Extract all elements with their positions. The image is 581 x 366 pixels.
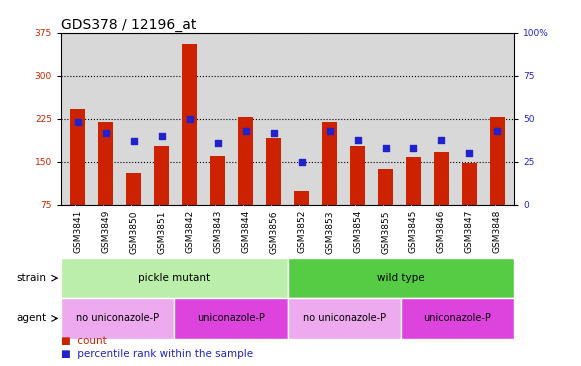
Bar	[154, 146, 170, 205]
Text: ■  percentile rank within the sample: ■ percentile rank within the sample	[61, 350, 253, 359]
Bar	[401, 298, 514, 339]
Bar	[322, 122, 337, 205]
Point	[157, 133, 166, 139]
Text: uniconazole-P: uniconazole-P	[424, 313, 492, 324]
Point	[101, 130, 110, 136]
Text: GSM3841: GSM3841	[73, 210, 83, 254]
Text: GSM3855: GSM3855	[381, 210, 390, 254]
Text: GSM3845: GSM3845	[409, 210, 418, 254]
Text: strain: strain	[17, 273, 47, 283]
Bar	[294, 191, 309, 205]
Bar	[266, 138, 281, 205]
Text: GSM3854: GSM3854	[353, 210, 362, 254]
Text: no uniconazole-P: no uniconazole-P	[76, 313, 159, 324]
Point	[241, 128, 250, 134]
Point	[73, 119, 83, 125]
Point	[269, 130, 278, 136]
Bar	[288, 258, 514, 298]
Point	[437, 137, 446, 142]
Text: GSM3843: GSM3843	[213, 210, 222, 254]
Text: GSM3842: GSM3842	[185, 210, 194, 253]
Text: no uniconazole-P: no uniconazole-P	[303, 313, 386, 324]
Text: GSM3850: GSM3850	[129, 210, 138, 254]
Bar	[406, 157, 421, 205]
Bar	[238, 117, 253, 205]
Text: ■  count: ■ count	[61, 336, 107, 346]
Bar	[434, 152, 449, 205]
Text: GSM3848: GSM3848	[493, 210, 502, 254]
Point	[493, 128, 502, 134]
Text: GSM3856: GSM3856	[269, 210, 278, 254]
Text: wild type: wild type	[377, 273, 425, 283]
Text: pickle mutant: pickle mutant	[138, 273, 210, 283]
Bar	[174, 298, 288, 339]
Text: GSM3853: GSM3853	[325, 210, 334, 254]
Text: GSM3852: GSM3852	[297, 210, 306, 254]
Bar	[490, 117, 505, 205]
Bar	[70, 109, 85, 205]
Point	[213, 140, 223, 146]
Bar	[350, 146, 365, 205]
Point	[325, 128, 334, 134]
Point	[465, 150, 474, 156]
Bar	[288, 298, 401, 339]
Bar	[182, 44, 198, 205]
Point	[381, 145, 390, 151]
Bar	[462, 163, 477, 205]
Text: uniconazole-P: uniconazole-P	[197, 313, 265, 324]
Text: GDS378 / 12196_at: GDS378 / 12196_at	[61, 18, 196, 32]
Bar	[61, 298, 174, 339]
Point	[353, 137, 362, 142]
Text: GSM3847: GSM3847	[465, 210, 474, 254]
Text: agent: agent	[17, 313, 47, 324]
Point	[185, 116, 194, 122]
Point	[409, 145, 418, 151]
Text: GSM3846: GSM3846	[437, 210, 446, 254]
Bar	[61, 258, 288, 298]
Bar	[126, 173, 141, 205]
Bar	[98, 122, 113, 205]
Text: GSM3851: GSM3851	[157, 210, 166, 254]
Bar	[210, 156, 225, 205]
Point	[129, 138, 138, 144]
Bar	[378, 169, 393, 205]
Text: GSM3849: GSM3849	[101, 210, 110, 254]
Text: GSM3844: GSM3844	[241, 210, 250, 253]
Point	[297, 159, 306, 165]
